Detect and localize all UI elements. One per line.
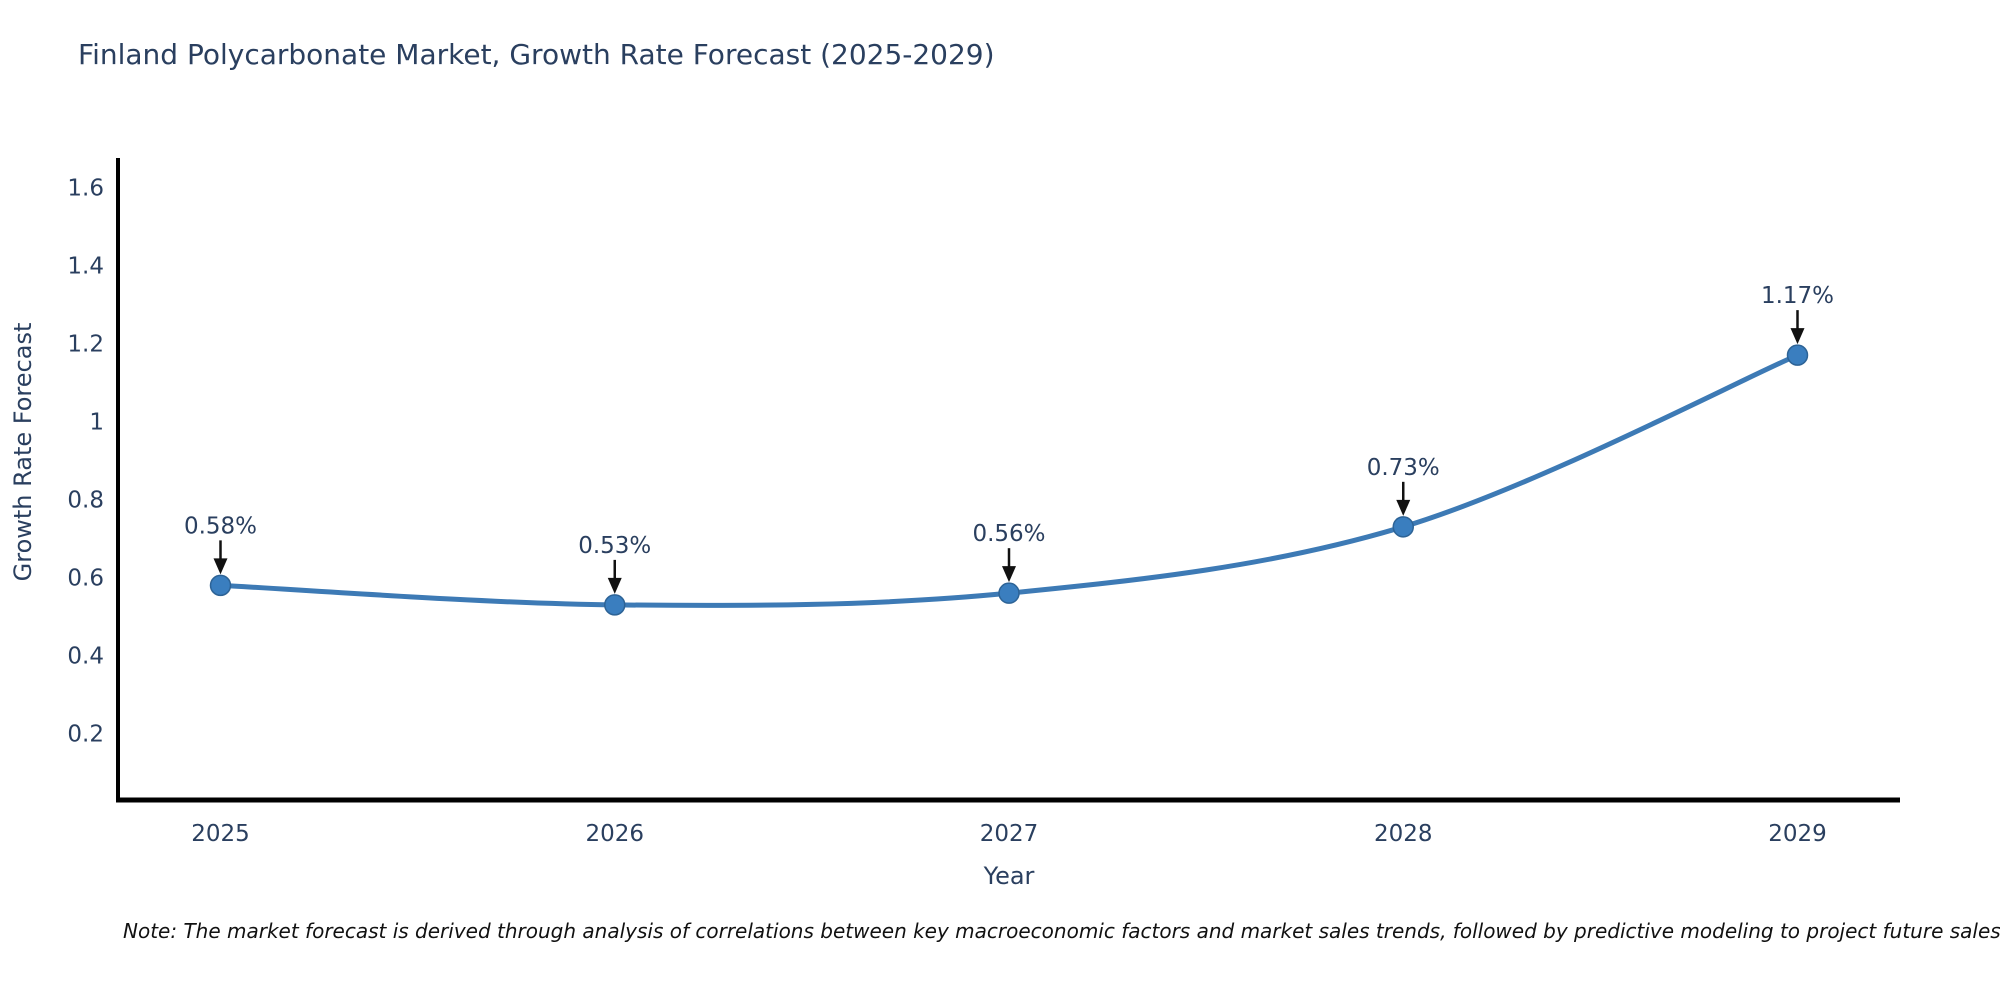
point-value-label: 1.17% — [1761, 283, 1834, 309]
annotation-arrow-head — [213, 558, 228, 575]
point-value-label: 0.73% — [1367, 455, 1440, 481]
axes — [116, 158, 1900, 803]
data-point-marker — [209, 574, 232, 597]
y-tick-label: 0.6 — [67, 566, 104, 592]
y-tick-label: 0.4 — [67, 644, 104, 670]
annotation-arrow-head — [1396, 499, 1411, 516]
annotation-arrow-head — [1002, 566, 1016, 583]
x-tick-label: 2028 — [1374, 821, 1433, 847]
point-value-label: 0.53% — [578, 533, 651, 559]
tick-labels: 0.2 0.4 0.6 0.8 1 1.2 1.4 1.6 2025 2026 2027 2028 20… — [67, 175, 1826, 847]
y-tick-label: 1 — [89, 409, 104, 435]
y-tick-label: 1.2 — [67, 331, 104, 357]
y-tick-label: 1.6 — [67, 175, 104, 201]
point-annotations: 0.58% 0.53% 0.56% 0.73% 1.17% — [184, 283, 1834, 594]
annotation-arrow-head — [1790, 328, 1805, 345]
x-tick-label: 2026 — [585, 821, 644, 847]
data-point-marker — [604, 594, 626, 616]
y-tick-label: 1.4 — [67, 253, 104, 279]
x-tick-label: 2027 — [980, 821, 1039, 847]
y-tick-label: 0.2 — [67, 722, 104, 748]
x-tick-label: 2025 — [191, 821, 250, 847]
data-point-marker — [1786, 344, 1809, 366]
annotation-arrow-head — [607, 577, 622, 594]
y-tick-label: 0.8 — [67, 488, 104, 514]
x-tick-label: 2029 — [1768, 821, 1827, 847]
line-series — [209, 344, 1809, 616]
point-value-label: 0.58% — [184, 513, 257, 539]
footnote: Note: The market forecast is derived thr… — [123, 919, 2000, 943]
x-axis-title: Year — [983, 862, 1035, 890]
data-point-marker — [998, 582, 1020, 604]
point-value-label: 0.56% — [972, 521, 1045, 547]
data-point-marker — [1392, 516, 1414, 538]
chart-title: Finland Polycarbonate Market, Growth Rat… — [78, 38, 995, 71]
